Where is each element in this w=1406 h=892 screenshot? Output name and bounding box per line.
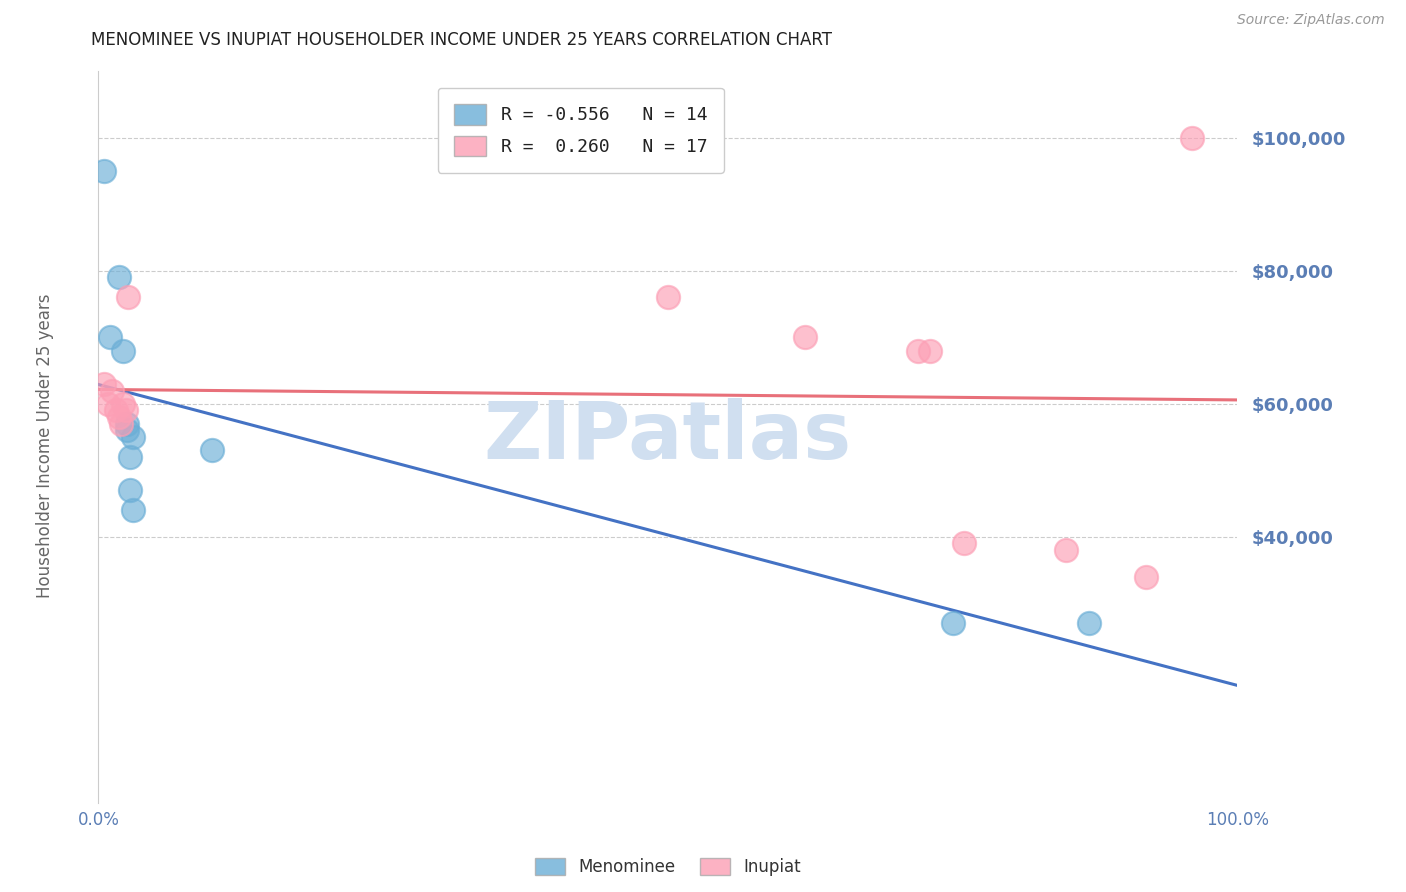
Point	[110, 417, 132, 431]
Point	[96, 397, 118, 411]
Point	[121, 430, 143, 444]
Point	[115, 417, 138, 431]
Point	[112, 343, 135, 358]
Point	[120, 450, 142, 464]
Point	[1078, 616, 1101, 631]
Point	[108, 410, 131, 425]
Text: MENOMINEE VS INUPIAT HOUSEHOLDER INCOME UNDER 25 YEARS CORRELATION CHART: MENOMINEE VS INUPIAT HOUSEHOLDER INCOME …	[91, 31, 832, 49]
Point	[114, 403, 136, 417]
Point	[104, 403, 127, 417]
Point	[1181, 131, 1204, 145]
Point	[907, 343, 929, 358]
Point	[942, 616, 965, 631]
Text: ZIPatlas: ZIPatlas	[484, 398, 852, 476]
Point	[657, 290, 679, 304]
Point	[120, 483, 142, 498]
Point	[93, 376, 115, 391]
Point	[101, 384, 124, 398]
Point	[1135, 570, 1157, 584]
Point	[115, 424, 138, 438]
Point	[117, 290, 139, 304]
Point	[93, 164, 115, 178]
Point	[918, 343, 941, 358]
Point	[112, 397, 135, 411]
Point	[953, 536, 976, 550]
Text: Householder Income Under 25 years: Householder Income Under 25 years	[37, 293, 53, 599]
Point	[201, 443, 224, 458]
Point	[98, 330, 121, 344]
Point	[108, 270, 131, 285]
Point	[121, 503, 143, 517]
Point	[1054, 543, 1078, 558]
Text: Source: ZipAtlas.com: Source: ZipAtlas.com	[1237, 13, 1385, 28]
Legend: Menominee, Inupiat: Menominee, Inupiat	[529, 851, 807, 883]
Point	[793, 330, 815, 344]
